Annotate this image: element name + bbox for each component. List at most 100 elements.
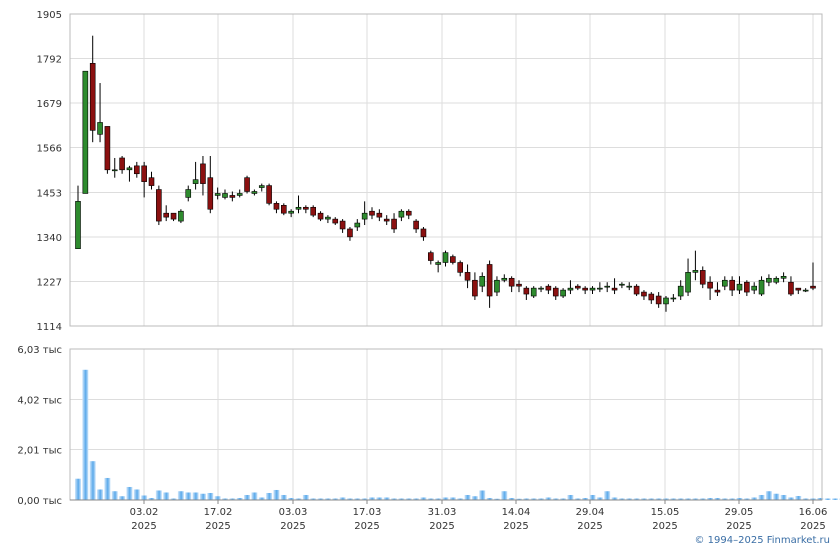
candle-body-up (619, 283, 625, 286)
candle (736, 276, 743, 295)
candle-body-up (501, 277, 508, 281)
volume-bar (229, 498, 236, 500)
candle (214, 187, 221, 200)
candle (626, 282, 633, 291)
candle-body-down (391, 218, 397, 230)
volume-bar (655, 498, 662, 500)
volume-bar (126, 486, 133, 500)
volume-bar (552, 498, 559, 500)
candle-body-down (574, 285, 581, 289)
volume-bar (376, 497, 383, 500)
volume-bar (435, 498, 442, 500)
candle-body-down (508, 277, 515, 287)
candle (192, 161, 199, 190)
candle (530, 286, 537, 298)
candle (398, 209, 405, 222)
candle (178, 209, 184, 224)
volume-bar (170, 498, 177, 500)
volume-bar (192, 492, 199, 500)
candle-body-down (545, 285, 552, 291)
volume-bar (663, 498, 669, 500)
volume-bar (604, 491, 611, 500)
candle-body-up (214, 193, 221, 196)
volume-bar (427, 498, 434, 500)
candle-body-down (405, 210, 412, 216)
candle (663, 296, 669, 312)
price-tick-label: 1905 (37, 10, 62, 21)
volume-bar (324, 498, 331, 500)
candle (611, 278, 618, 295)
volume-bar (707, 497, 714, 500)
candle-body-down (280, 205, 287, 214)
candle (369, 207, 375, 220)
volume-bar (317, 498, 324, 500)
volume-bar (773, 493, 780, 500)
volume-bar (574, 498, 581, 500)
volume-bar (273, 489, 280, 500)
candle (185, 185, 192, 202)
candle-body-down (810, 285, 816, 289)
volume-bar (141, 495, 148, 500)
candle (361, 201, 368, 226)
volume-bar (236, 497, 243, 500)
candle-body-up (721, 279, 728, 287)
candle-body-down (119, 157, 125, 171)
candle-body-down (714, 289, 721, 293)
candle (560, 288, 566, 298)
volume-bar (104, 477, 111, 500)
candle (751, 282, 758, 295)
candle-body-down (310, 206, 317, 216)
candle-body-down (582, 287, 588, 291)
candle (523, 286, 530, 300)
candle (574, 284, 581, 291)
volume-bar (302, 494, 309, 500)
candle-body-up (258, 185, 265, 188)
candle (633, 284, 640, 297)
candle (780, 272, 787, 283)
candle-body-down (427, 252, 434, 261)
candle-body-down (699, 270, 706, 285)
candle (802, 288, 809, 293)
candle (288, 209, 294, 218)
candle-body-up (685, 272, 691, 293)
volume-bar (567, 494, 574, 500)
candle (126, 165, 133, 182)
candle-body-up (766, 277, 772, 283)
candle-body-up (192, 179, 199, 184)
volume-tick-label: 6,03 тыс (17, 345, 62, 356)
candle-body-up (435, 262, 441, 265)
x-tick-year: 2025 (503, 521, 528, 532)
volume-bar (758, 494, 765, 500)
candle (729, 276, 735, 297)
candle-body-down (744, 281, 750, 293)
volume-bar (765, 491, 772, 500)
candle (163, 205, 169, 222)
price-tick-label: 1792 (37, 55, 62, 66)
candle (222, 189, 228, 200)
candle (273, 201, 280, 214)
volume-bar (677, 498, 684, 500)
volume-bar (582, 497, 589, 500)
volume-bar (493, 498, 500, 500)
candle (648, 292, 655, 304)
candle-body-down (655, 295, 662, 305)
candle-body-down (347, 228, 353, 238)
candle-body-up (773, 277, 780, 283)
candle-body-down (332, 218, 339, 224)
candle (427, 250, 434, 265)
volume-bar (82, 369, 89, 500)
candle (236, 189, 243, 198)
volume-bar (280, 494, 287, 500)
candle-body-down (244, 177, 250, 192)
volume-bar (471, 496, 478, 500)
candle (303, 205, 309, 214)
candle (721, 276, 728, 291)
candle-body-up (222, 193, 228, 198)
candle-body-down (170, 212, 177, 220)
volume-tick-label: 2,01 тыс (17, 446, 62, 457)
candle (810, 262, 816, 291)
volume-bar (721, 498, 728, 500)
volume-bar (442, 497, 449, 500)
candle (552, 286, 559, 300)
